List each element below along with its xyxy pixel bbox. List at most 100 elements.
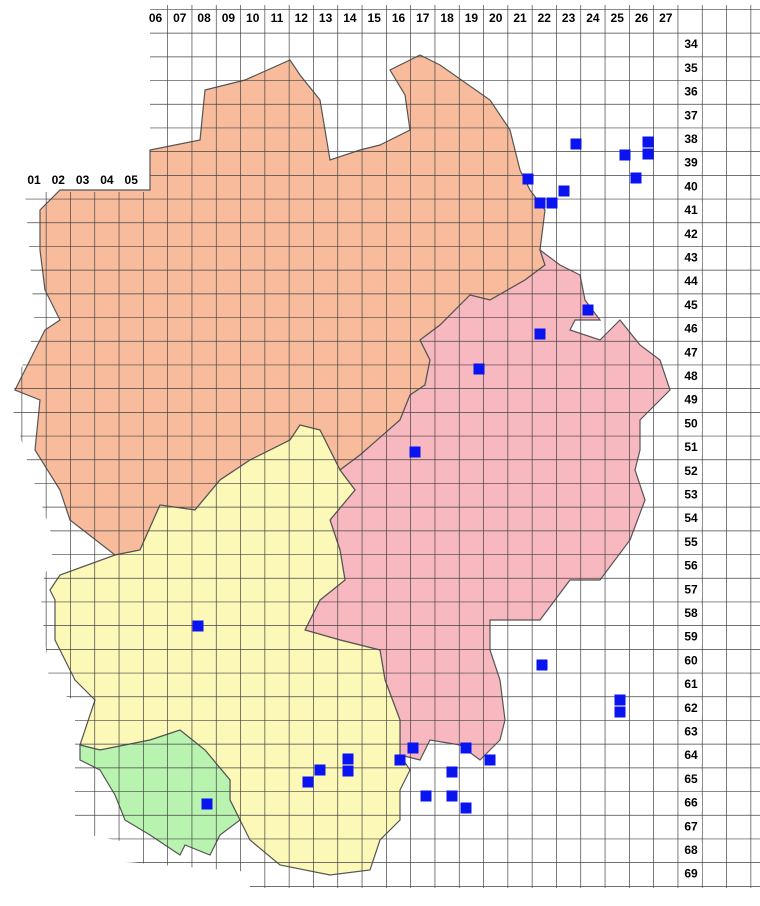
label-bg: [680, 748, 702, 764]
label-bg: [680, 84, 702, 101]
record-square: [446, 790, 458, 802]
record-square: [394, 754, 406, 766]
row-label: 68: [684, 843, 698, 857]
label-bg: [680, 582, 702, 599]
label-bg: [680, 368, 702, 385]
label-bg: [680, 345, 702, 362]
column-label: 22: [538, 11, 552, 25]
label-bg: [96, 173, 117, 189]
row-label: 42: [684, 227, 698, 241]
row-label: 63: [684, 724, 698, 738]
record-square: [614, 706, 626, 718]
record-square: [630, 172, 642, 184]
record-square: [558, 185, 570, 197]
column-label: 12: [295, 11, 309, 25]
record-square: [407, 742, 419, 754]
label-bg: [510, 11, 530, 27]
label-bg: [680, 297, 702, 314]
record-square: [420, 790, 432, 802]
record-square: [522, 173, 534, 185]
column-label: 02: [52, 173, 66, 187]
label-bg: [680, 274, 702, 290]
column-label: 08: [197, 11, 211, 25]
column-label: 04: [100, 173, 114, 187]
row-label: 44: [684, 274, 698, 288]
label-bg: [680, 866, 702, 883]
record-square: [473, 363, 485, 375]
record-square: [302, 776, 314, 788]
column-label: 09: [222, 11, 236, 25]
row-label: 55: [684, 535, 698, 549]
record-square: [536, 659, 548, 671]
record-square: [484, 754, 496, 766]
row-label: 61: [684, 677, 698, 691]
region-south: [79, 729, 241, 856]
label-bg: [315, 11, 336, 27]
column-label: 15: [368, 11, 382, 25]
row-label: 35: [684, 61, 698, 75]
column-label: 06: [149, 11, 163, 25]
label-bg: [680, 60, 702, 77]
label-bg: [680, 487, 702, 504]
record-square: [642, 136, 654, 148]
row-label: 46: [684, 322, 698, 336]
label-bg: [680, 511, 702, 527]
record-square: [314, 764, 326, 776]
label-bg: [680, 558, 702, 575]
record-square: [409, 446, 421, 458]
row-label: 64: [684, 748, 698, 762]
label-bg: [582, 11, 603, 27]
label-bg: [680, 676, 702, 693]
label-bg: [680, 416, 702, 433]
label-bg: [680, 439, 702, 456]
record-square: [534, 328, 546, 340]
label-bg: [680, 771, 702, 788]
label-bg: [680, 250, 702, 267]
row-label: 56: [684, 559, 698, 573]
label-bg: [680, 226, 702, 243]
label-bg: [169, 11, 190, 27]
column-label: 14: [343, 11, 357, 25]
label-bg: [48, 173, 69, 189]
row-label: 41: [684, 203, 698, 217]
record-square: [582, 304, 594, 316]
column-label: 05: [125, 173, 139, 187]
labels: 01 02 03 04 05 06 07 08 09 10 11 12 13 14 15 16 17 18 19 20…: [24, 11, 702, 883]
label-bg: [680, 629, 702, 646]
column-label: 01: [27, 173, 41, 187]
column-label: 18: [440, 11, 454, 25]
column-label: 26: [635, 11, 649, 25]
column-label: 07: [173, 11, 187, 25]
row-label: 53: [684, 487, 698, 501]
label-bg: [680, 321, 702, 338]
label-bg: [680, 653, 702, 670]
row-label: 38: [684, 132, 698, 146]
row-label: 40: [684, 179, 698, 193]
label-bg: [412, 11, 433, 27]
label-bg: [534, 11, 555, 27]
label-bg: [631, 11, 652, 27]
row-label: 48: [684, 369, 698, 383]
record-square: [460, 742, 472, 754]
label-bg: [267, 11, 287, 27]
label-bg: [242, 11, 263, 27]
label-bg: [680, 463, 702, 480]
label-bg: [680, 819, 702, 836]
record-square: [619, 149, 631, 161]
column-label: 13: [319, 11, 333, 25]
column-label: 23: [562, 11, 576, 25]
label-bg: [680, 605, 702, 622]
records: [192, 136, 654, 814]
label-bg: [680, 795, 702, 812]
row-label: 59: [684, 630, 698, 644]
label-bg: [218, 11, 239, 27]
row-label: 49: [684, 393, 698, 407]
row-label: 66: [684, 796, 698, 810]
label-bg: [680, 700, 702, 717]
label-bg: [121, 173, 142, 189]
label-bg: [291, 11, 312, 27]
row-label: 47: [684, 345, 698, 359]
record-square: [614, 694, 626, 706]
column-label: 20: [489, 11, 503, 25]
